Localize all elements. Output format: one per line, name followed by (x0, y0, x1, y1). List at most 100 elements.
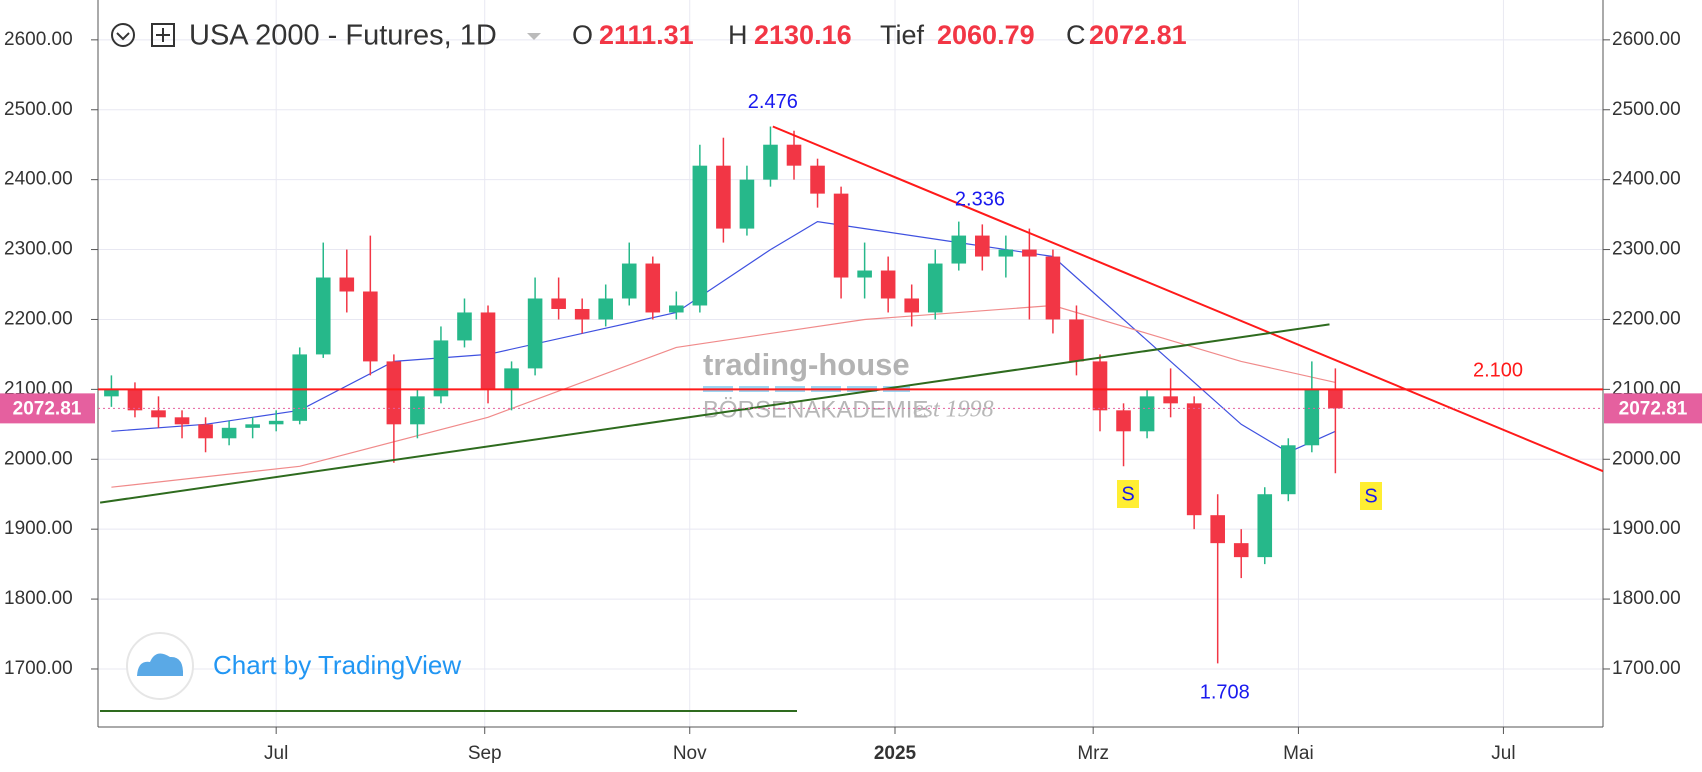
x-tick-label: Jul (264, 743, 288, 764)
ohlc-label: C (1066, 20, 1086, 50)
moving-average (111, 304, 1336, 488)
price-tag (1604, 393, 1702, 424)
candle-body (292, 354, 308, 421)
candle-body (386, 361, 402, 425)
annotation: 2.336 (955, 189, 1005, 211)
logo (137, 653, 184, 676)
y-tick-label: 1900.00 (1612, 518, 1681, 539)
icon (111, 23, 135, 47)
icon (116, 32, 130, 41)
y-tick-label: 1800.00 (1612, 588, 1681, 609)
candle-body (598, 298, 614, 320)
icon (151, 23, 175, 47)
y-tick-label: 2400.00 (1612, 169, 1681, 190)
candle-body (621, 263, 637, 299)
ohlc-value: 2072.81 (1089, 20, 1187, 50)
candle-body (1304, 389, 1320, 446)
y-tick-label: 1700.00 (4, 658, 73, 679)
trendline (99, 323, 1330, 504)
candle-body (975, 235, 990, 257)
x-tick-label: Sep (468, 743, 502, 764)
candle-body (457, 312, 472, 341)
y-tick-label: 1700.00 (1612, 658, 1681, 679)
candle-body (927, 263, 943, 313)
candle-body (339, 277, 355, 292)
x-tick-label: Mrz (1077, 743, 1109, 764)
candle-body (904, 298, 919, 313)
price-tag-label: 2072.81 (13, 398, 82, 419)
watermark-text: trading-house (703, 347, 910, 382)
x-tick-label: Mai (1283, 743, 1314, 764)
candle-body (692, 165, 708, 306)
candle-body (786, 144, 802, 166)
annotation: 1.708 (1200, 682, 1250, 704)
shoulder-box (1360, 482, 1382, 510)
y-tick-label: 2200.00 (4, 308, 73, 329)
y-tick-label: 2500.00 (4, 99, 73, 120)
moving-average (111, 220, 1336, 453)
candle-body (1116, 410, 1131, 432)
candle-body (739, 179, 755, 229)
y-tick-label: 1800.00 (4, 588, 73, 609)
y-tick-label: 2500.00 (1612, 99, 1681, 120)
header: USA 2000 - Futures, 1D (111, 20, 541, 52)
x-tick-label: 2025 (874, 743, 917, 764)
candle-body (763, 144, 778, 180)
candle-body (480, 312, 496, 390)
candle-body (551, 298, 566, 309)
y-tick-label: 2000.00 (4, 448, 73, 469)
y-tick-label: 2600.00 (1612, 29, 1681, 50)
candle-body (1257, 494, 1273, 558)
level-label: 2.100 (1473, 360, 1523, 382)
candle-body (527, 298, 543, 369)
ohlc-label: Tief (880, 20, 925, 50)
candle-body (433, 340, 449, 397)
candle-body (1186, 403, 1202, 516)
candle-body (245, 424, 260, 428)
candle-body (716, 165, 731, 229)
plot (98, 125, 1604, 664)
ohlc-label: O (572, 20, 593, 50)
y-tick-label: 1900.00 (4, 518, 73, 539)
candle-body (880, 270, 896, 299)
x-tick-label: Jul (1491, 743, 1515, 764)
shoulder-box (1117, 480, 1139, 508)
price-tag-label: 2072.81 (1619, 398, 1688, 419)
candle-body (1210, 515, 1225, 544)
candle-body (151, 410, 166, 418)
y-tick-label: 2600.00 (4, 29, 73, 50)
y-tick-label: 2200.00 (1612, 308, 1681, 329)
credit-text: Chart by TradingView (213, 650, 461, 680)
candle-body (221, 427, 237, 439)
candle-body (669, 305, 684, 313)
y-tick-label: 2300.00 (1612, 239, 1681, 260)
candle-body (104, 389, 119, 397)
shoulder-label: S (1121, 483, 1134, 505)
candle-body (198, 424, 213, 439)
candle-body (410, 396, 425, 425)
watermark: trading-house BÖRSENAKADEMIE est 1998 (703, 347, 994, 423)
ohlc-label: H (728, 20, 748, 50)
ohlc-value: 2060.79 (937, 20, 1035, 50)
candle-body (857, 270, 872, 278)
candle-body (1092, 361, 1108, 411)
y-tick-label: 2400.00 (4, 169, 73, 190)
candle-body (1281, 445, 1296, 495)
candle-body (174, 417, 190, 425)
icon (156, 28, 170, 42)
candle-body (810, 165, 825, 194)
watermark-text: est 1998 (913, 397, 994, 423)
candle-body (833, 193, 849, 278)
candle-body (1328, 389, 1343, 409)
annotation: 2.476 (748, 91, 798, 113)
y-tick-label: 2000.00 (1612, 448, 1681, 469)
candle-body (1045, 256, 1061, 320)
candle-body (1163, 396, 1178, 404)
candle-body (268, 420, 284, 425)
candle-body (645, 263, 661, 313)
trendline (772, 125, 1604, 473)
candle-body (1069, 319, 1084, 362)
candle-body (1022, 249, 1037, 257)
candle-body (951, 235, 967, 264)
